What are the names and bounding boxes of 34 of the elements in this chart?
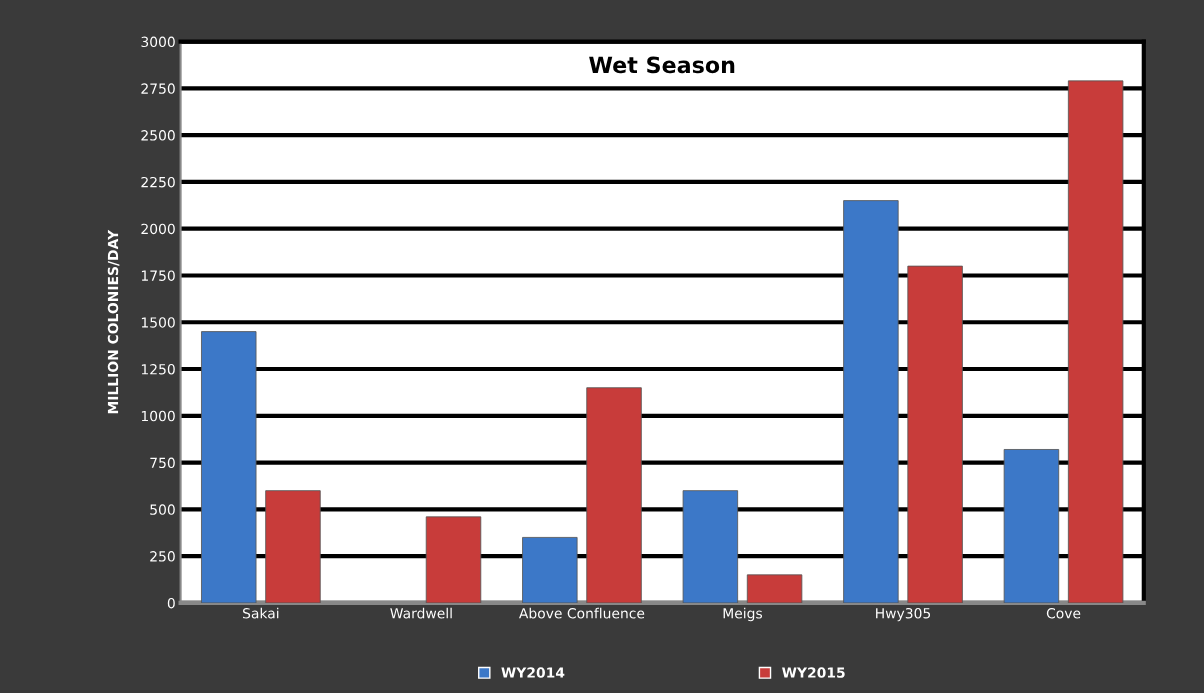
bar — [1003, 449, 1060, 603]
x-tick-label: Wardwell — [390, 607, 452, 619]
x-tick-label: Above Confluence — [519, 607, 645, 619]
x-tick-label: Hwy305 — [876, 608, 931, 622]
bar — [586, 387, 642, 603]
bar — [682, 490, 739, 603]
bar — [843, 200, 899, 603]
y-tick-label: 0 — [167, 597, 175, 609]
bar — [425, 516, 482, 603]
bar — [1067, 80, 1124, 603]
y-tick-label: 3000 — [141, 36, 175, 48]
legend-label: WY2015 — [782, 667, 845, 678]
y-tick-label: 2000 — [141, 223, 175, 235]
y-tick-label: 2500 — [141, 130, 175, 141]
text: Wet Season — [589, 56, 735, 74]
x-tick-label: Meigs — [723, 607, 763, 622]
y-tick-label: 1000 — [141, 410, 175, 422]
legend-label: WY2014 — [501, 667, 565, 678]
y-tick-label: 750 — [150, 457, 175, 469]
y-tick-label: 250 — [150, 551, 175, 562]
bar — [746, 574, 803, 603]
bar — [265, 490, 321, 603]
bar — [907, 265, 963, 603]
y-tick-label: 1250 — [141, 363, 175, 375]
y-tick-label: 2750 — [141, 83, 175, 94]
y-tick-label: 500 — [150, 504, 175, 515]
y-tick-label: 1500 — [141, 317, 175, 328]
x-tick-label: Sakai — [243, 607, 279, 619]
bar — [201, 331, 257, 603]
y-tick-label: 2250 — [141, 176, 175, 188]
bar — [522, 537, 578, 603]
y-tick-label: 1750 — [141, 270, 175, 281]
x-tick-label: Cove — [1046, 608, 1081, 619]
y-axis-title: MILLION COLONIES/DAY — [107, 229, 120, 414]
